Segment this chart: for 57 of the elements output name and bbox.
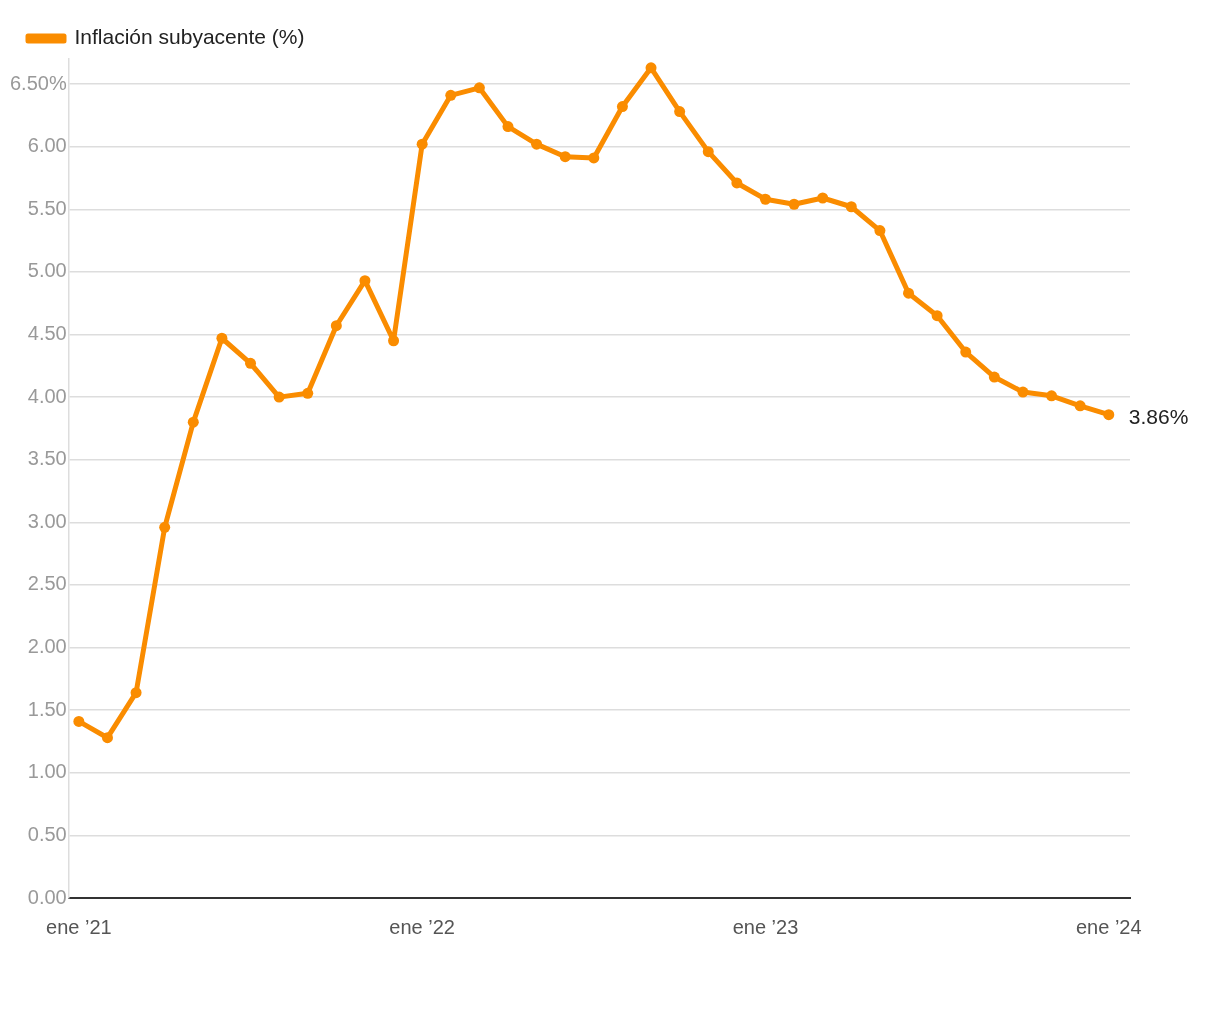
point xyxy=(187,416,199,428)
point xyxy=(731,177,743,189)
point xyxy=(674,106,686,118)
y-tick-label: 2.00 xyxy=(27,635,67,658)
point xyxy=(788,198,800,210)
point xyxy=(1074,400,1086,412)
point xyxy=(874,225,886,237)
point xyxy=(416,138,428,150)
point xyxy=(445,89,457,101)
point xyxy=(473,82,485,94)
point xyxy=(1103,409,1115,421)
point xyxy=(845,201,857,213)
point xyxy=(588,152,600,164)
y-tick-label: 6.50% xyxy=(9,71,67,94)
point xyxy=(302,387,314,399)
point xyxy=(273,391,285,403)
y-tick-label: 3.00 xyxy=(27,509,67,532)
point xyxy=(359,275,371,287)
point xyxy=(559,151,571,163)
y-tick-label: 1.00 xyxy=(27,760,67,783)
y-tick-label: 1.50 xyxy=(27,697,67,720)
point xyxy=(931,310,943,322)
point xyxy=(988,371,1000,383)
x-tick-label: ene ’21 xyxy=(46,915,112,938)
y-tick-label: 4.00 xyxy=(27,384,67,407)
y-tick-label: 5.00 xyxy=(27,259,67,282)
point xyxy=(531,138,543,150)
x-tick-label: ene ’24 xyxy=(1075,915,1142,938)
y-tick-label: 5.50 xyxy=(27,196,67,219)
point xyxy=(702,146,714,158)
point xyxy=(101,732,113,744)
point xyxy=(1017,386,1029,398)
point xyxy=(616,101,628,113)
y-tick-label: 3.50 xyxy=(27,447,67,470)
point xyxy=(130,687,142,699)
point xyxy=(502,121,514,133)
point xyxy=(903,287,915,299)
point xyxy=(817,192,829,204)
point xyxy=(645,62,657,74)
x-tick-label: ene ’23 xyxy=(732,915,799,938)
point xyxy=(960,346,972,358)
y-tick-label: 0.00 xyxy=(27,885,67,908)
y-tick-label: 4.50 xyxy=(27,322,67,345)
point xyxy=(1046,390,1058,402)
point xyxy=(73,715,85,727)
point xyxy=(159,521,171,533)
point xyxy=(216,332,228,344)
y-tick-label: 0.50 xyxy=(27,822,67,845)
annotation: 3.86% xyxy=(1128,405,1189,429)
point xyxy=(388,335,400,347)
point xyxy=(330,320,342,332)
y-tick-label: 2.50 xyxy=(27,572,67,595)
y-tick-label: 6.00 xyxy=(27,134,67,157)
point xyxy=(245,357,257,369)
point xyxy=(759,193,771,205)
legend-label: Inflación subyacente (%) xyxy=(74,25,305,49)
x-tick-label: ene ’22 xyxy=(389,915,455,938)
